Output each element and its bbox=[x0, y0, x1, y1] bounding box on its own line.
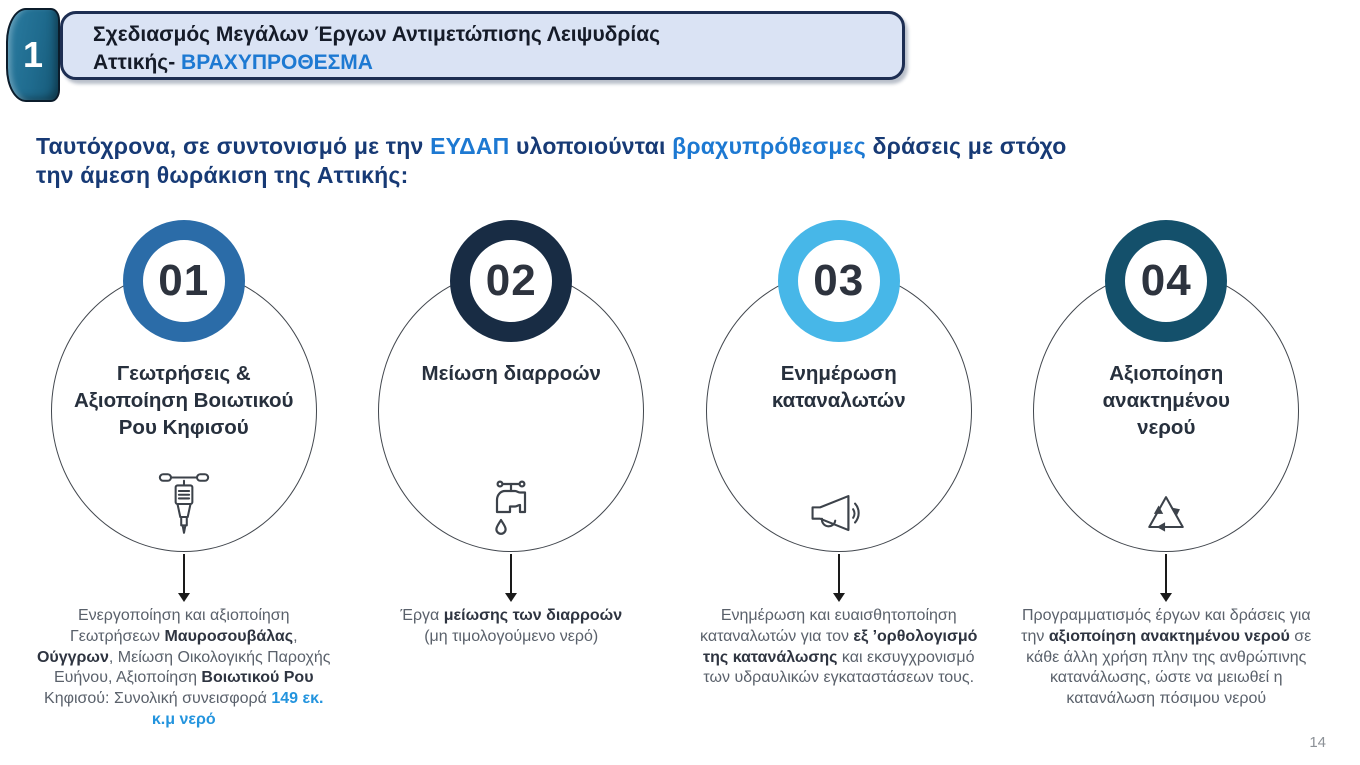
step-3-description: Ενημέρωση και ευαισθητοποίηση καταναλωτώ… bbox=[700, 606, 978, 687]
arrow-head bbox=[832, 592, 845, 602]
step-3-circle: 03 Ενημέρωση καταναλωτών bbox=[704, 219, 974, 554]
page-number: 14 bbox=[1309, 734, 1326, 751]
step-3-number-ring: 03 bbox=[777, 219, 900, 342]
arrow-shaft bbox=[837, 553, 840, 593]
intro-text: Ταυτόχρονα, σε συντονισμό με την ΕΥΔΑΠ υ… bbox=[36, 132, 1332, 190]
step-1-circle: 01 Γεωτρήσεις & Αξιοποίηση Βοιωτικού Ρου… bbox=[49, 219, 319, 554]
down-arrow bbox=[1160, 553, 1173, 602]
down-arrow bbox=[832, 553, 845, 602]
arrow-shaft bbox=[1165, 553, 1168, 593]
slide-title-box: Σχεδιασμός Μεγάλων Έργων Αντιμετώπισης Λ… bbox=[60, 11, 905, 80]
step-3-number: 03 bbox=[813, 255, 865, 305]
arrow-head bbox=[1160, 592, 1173, 602]
arrow-shaft bbox=[182, 553, 185, 593]
step-1-title: Γεωτρήσεις & Αξιοποίηση Βοιωτικού Ρου Κη… bbox=[73, 361, 294, 440]
arrow-head bbox=[505, 592, 518, 602]
step-2-number: 02 bbox=[485, 255, 537, 305]
steps-row: 01 Γεωτρήσεις & Αξιοποίηση Βοιωτικού Ρου… bbox=[0, 219, 1360, 731]
arrow-head bbox=[177, 592, 190, 602]
step-1-number: 01 bbox=[158, 255, 210, 305]
step-4-number: 04 bbox=[1140, 255, 1192, 305]
step-4-number-ring: 04 bbox=[1105, 219, 1228, 342]
down-arrow bbox=[177, 553, 190, 602]
step-4: 04 Αξιοποίηση ανακτημένου νερού bbox=[1003, 219, 1331, 731]
arrow-shaft bbox=[510, 553, 513, 593]
step-1-description: Ενεργοποίηση και αξιοποίηση Γεωτρήσεων Μ… bbox=[36, 606, 331, 728]
step-4-title: Αξιοποίηση ανακτημένου νερού bbox=[1102, 361, 1230, 440]
slide-header: 1 Σχεδιασμός Μεγάλων Έργων Αντιμετώπισης… bbox=[0, 0, 1360, 102]
step-2-description: Έργα μείωσης των διαρροών (μη τιμολογούμ… bbox=[400, 606, 623, 645]
intro-line2: την άμεση θωράκιση της Αττικής: bbox=[36, 161, 409, 188]
step-2-number-ring: 02 bbox=[450, 219, 573, 342]
step-1: 01 Γεωτρήσεις & Αξιοποίηση Βοιωτικού Ρου… bbox=[20, 219, 348, 731]
slide-title-line1: Σχεδιασμός Μεγάλων Έργων Αντιμετώπισης Λ… bbox=[93, 23, 661, 46]
faucet-icon bbox=[483, 478, 539, 540]
step-4-description: Προγραμματισμός έργων και δράσεις για τη… bbox=[1021, 606, 1312, 708]
step-1-number-ring: 01 bbox=[122, 219, 245, 342]
recycle-icon bbox=[1138, 486, 1194, 540]
intro-line1: Ταυτόχρονα, σε συντονισμό με την ΕΥΔΑΠ υ… bbox=[36, 133, 1067, 159]
step-2-title: Μείωση διαρροών bbox=[421, 361, 601, 385]
slide-number: 1 bbox=[22, 34, 44, 75]
step-2-circle: 02 Μείωση διαρροών bbox=[376, 219, 646, 554]
step-3-title: Ενημέρωση καταναλωτών bbox=[771, 361, 906, 412]
slide-title-line2: Αττικής- ΒΡΑΧΥΠΡΟΘΕΣΜΑ bbox=[93, 51, 373, 75]
megaphone-icon bbox=[805, 488, 873, 540]
step-4-circle: 04 Αξιοποίηση ανακτημένου νερού bbox=[1031, 219, 1301, 554]
step-2: 02 Μείωση διαρροών bbox=[348, 219, 676, 731]
jackhammer-icon bbox=[158, 468, 210, 540]
step-3: 03 Ενημέρωση καταναλωτών bbox=[675, 219, 1003, 731]
slide-number-badge: 1 bbox=[6, 8, 60, 102]
down-arrow bbox=[505, 553, 518, 602]
